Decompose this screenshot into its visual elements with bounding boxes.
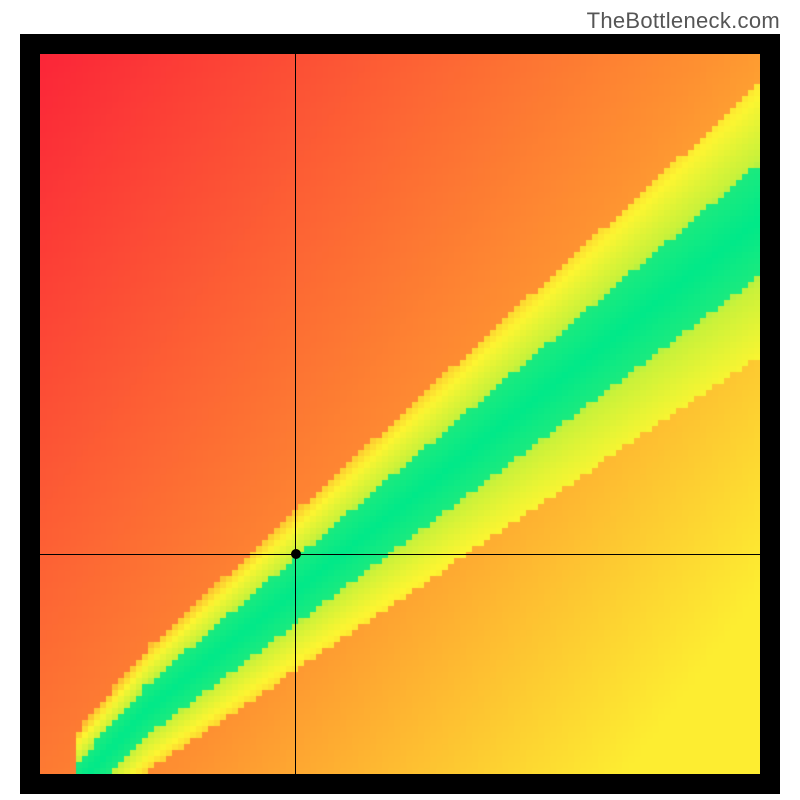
crosshair-vertical (295, 54, 296, 774)
chart-frame (20, 34, 780, 794)
crosshair-horizontal (40, 554, 760, 555)
watermark-text: TheBottleneck.com (587, 8, 780, 34)
heatmap-canvas (40, 54, 760, 774)
chart-container: TheBottleneck.com (0, 0, 800, 800)
marker-dot (291, 549, 301, 559)
